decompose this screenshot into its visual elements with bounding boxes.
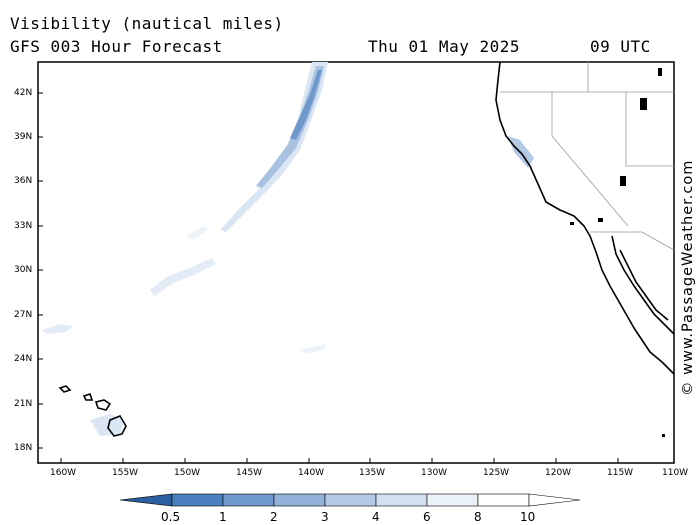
colorbar-label: 0.5 xyxy=(161,510,181,524)
axis-ticks xyxy=(38,92,675,463)
lat-label: 21N xyxy=(14,399,33,409)
lon-label: 120W xyxy=(545,468,572,478)
model-forecast-label: GFS 003 Hour Forecast xyxy=(10,37,223,56)
lon-label: 140W xyxy=(298,468,325,478)
channel-islands xyxy=(570,68,665,437)
lon-label: 155W xyxy=(112,468,139,478)
lon-label: 115W xyxy=(607,468,634,478)
lat-label: 24N xyxy=(14,354,33,364)
lon-label: 160W xyxy=(50,468,77,478)
colorbar-label: 10 xyxy=(520,510,536,524)
lon-label: 135W xyxy=(359,468,386,478)
map-title: Visibility (nautical miles) xyxy=(10,14,284,33)
colorbar-label: 3 xyxy=(321,510,329,524)
lat-label: 36N xyxy=(14,176,33,186)
colorbar-label: 1 xyxy=(219,510,227,524)
lon-label: 110W xyxy=(662,468,689,478)
hawaiian-islands xyxy=(58,385,127,437)
lon-label: 150W xyxy=(174,468,201,478)
colorbar-label: 2 xyxy=(270,510,278,524)
colorbar-label: 4 xyxy=(372,510,380,524)
forecast-time: 09 UTC xyxy=(590,37,651,56)
coastline xyxy=(495,61,675,375)
lon-label: 145W xyxy=(236,468,263,478)
passageweather-credit: © www.PassageWeather.com xyxy=(680,159,696,396)
colorbar-label: 6 xyxy=(423,510,431,524)
visibility-colorbar xyxy=(119,493,581,507)
lat-label: 30N xyxy=(14,265,33,275)
lon-label: 130W xyxy=(421,468,448,478)
lat-label: 39N xyxy=(14,132,33,142)
state-borders xyxy=(500,62,675,251)
lat-label: 42N xyxy=(14,88,33,98)
lon-label: 125W xyxy=(483,468,510,478)
lat-label: 27N xyxy=(14,310,33,320)
lat-label: 33N xyxy=(14,221,33,231)
lat-label: 18N xyxy=(14,443,33,453)
map-frame xyxy=(37,61,675,464)
colorbar-label: 8 xyxy=(474,510,482,524)
forecast-date: Thu 01 May 2025 xyxy=(368,37,520,56)
